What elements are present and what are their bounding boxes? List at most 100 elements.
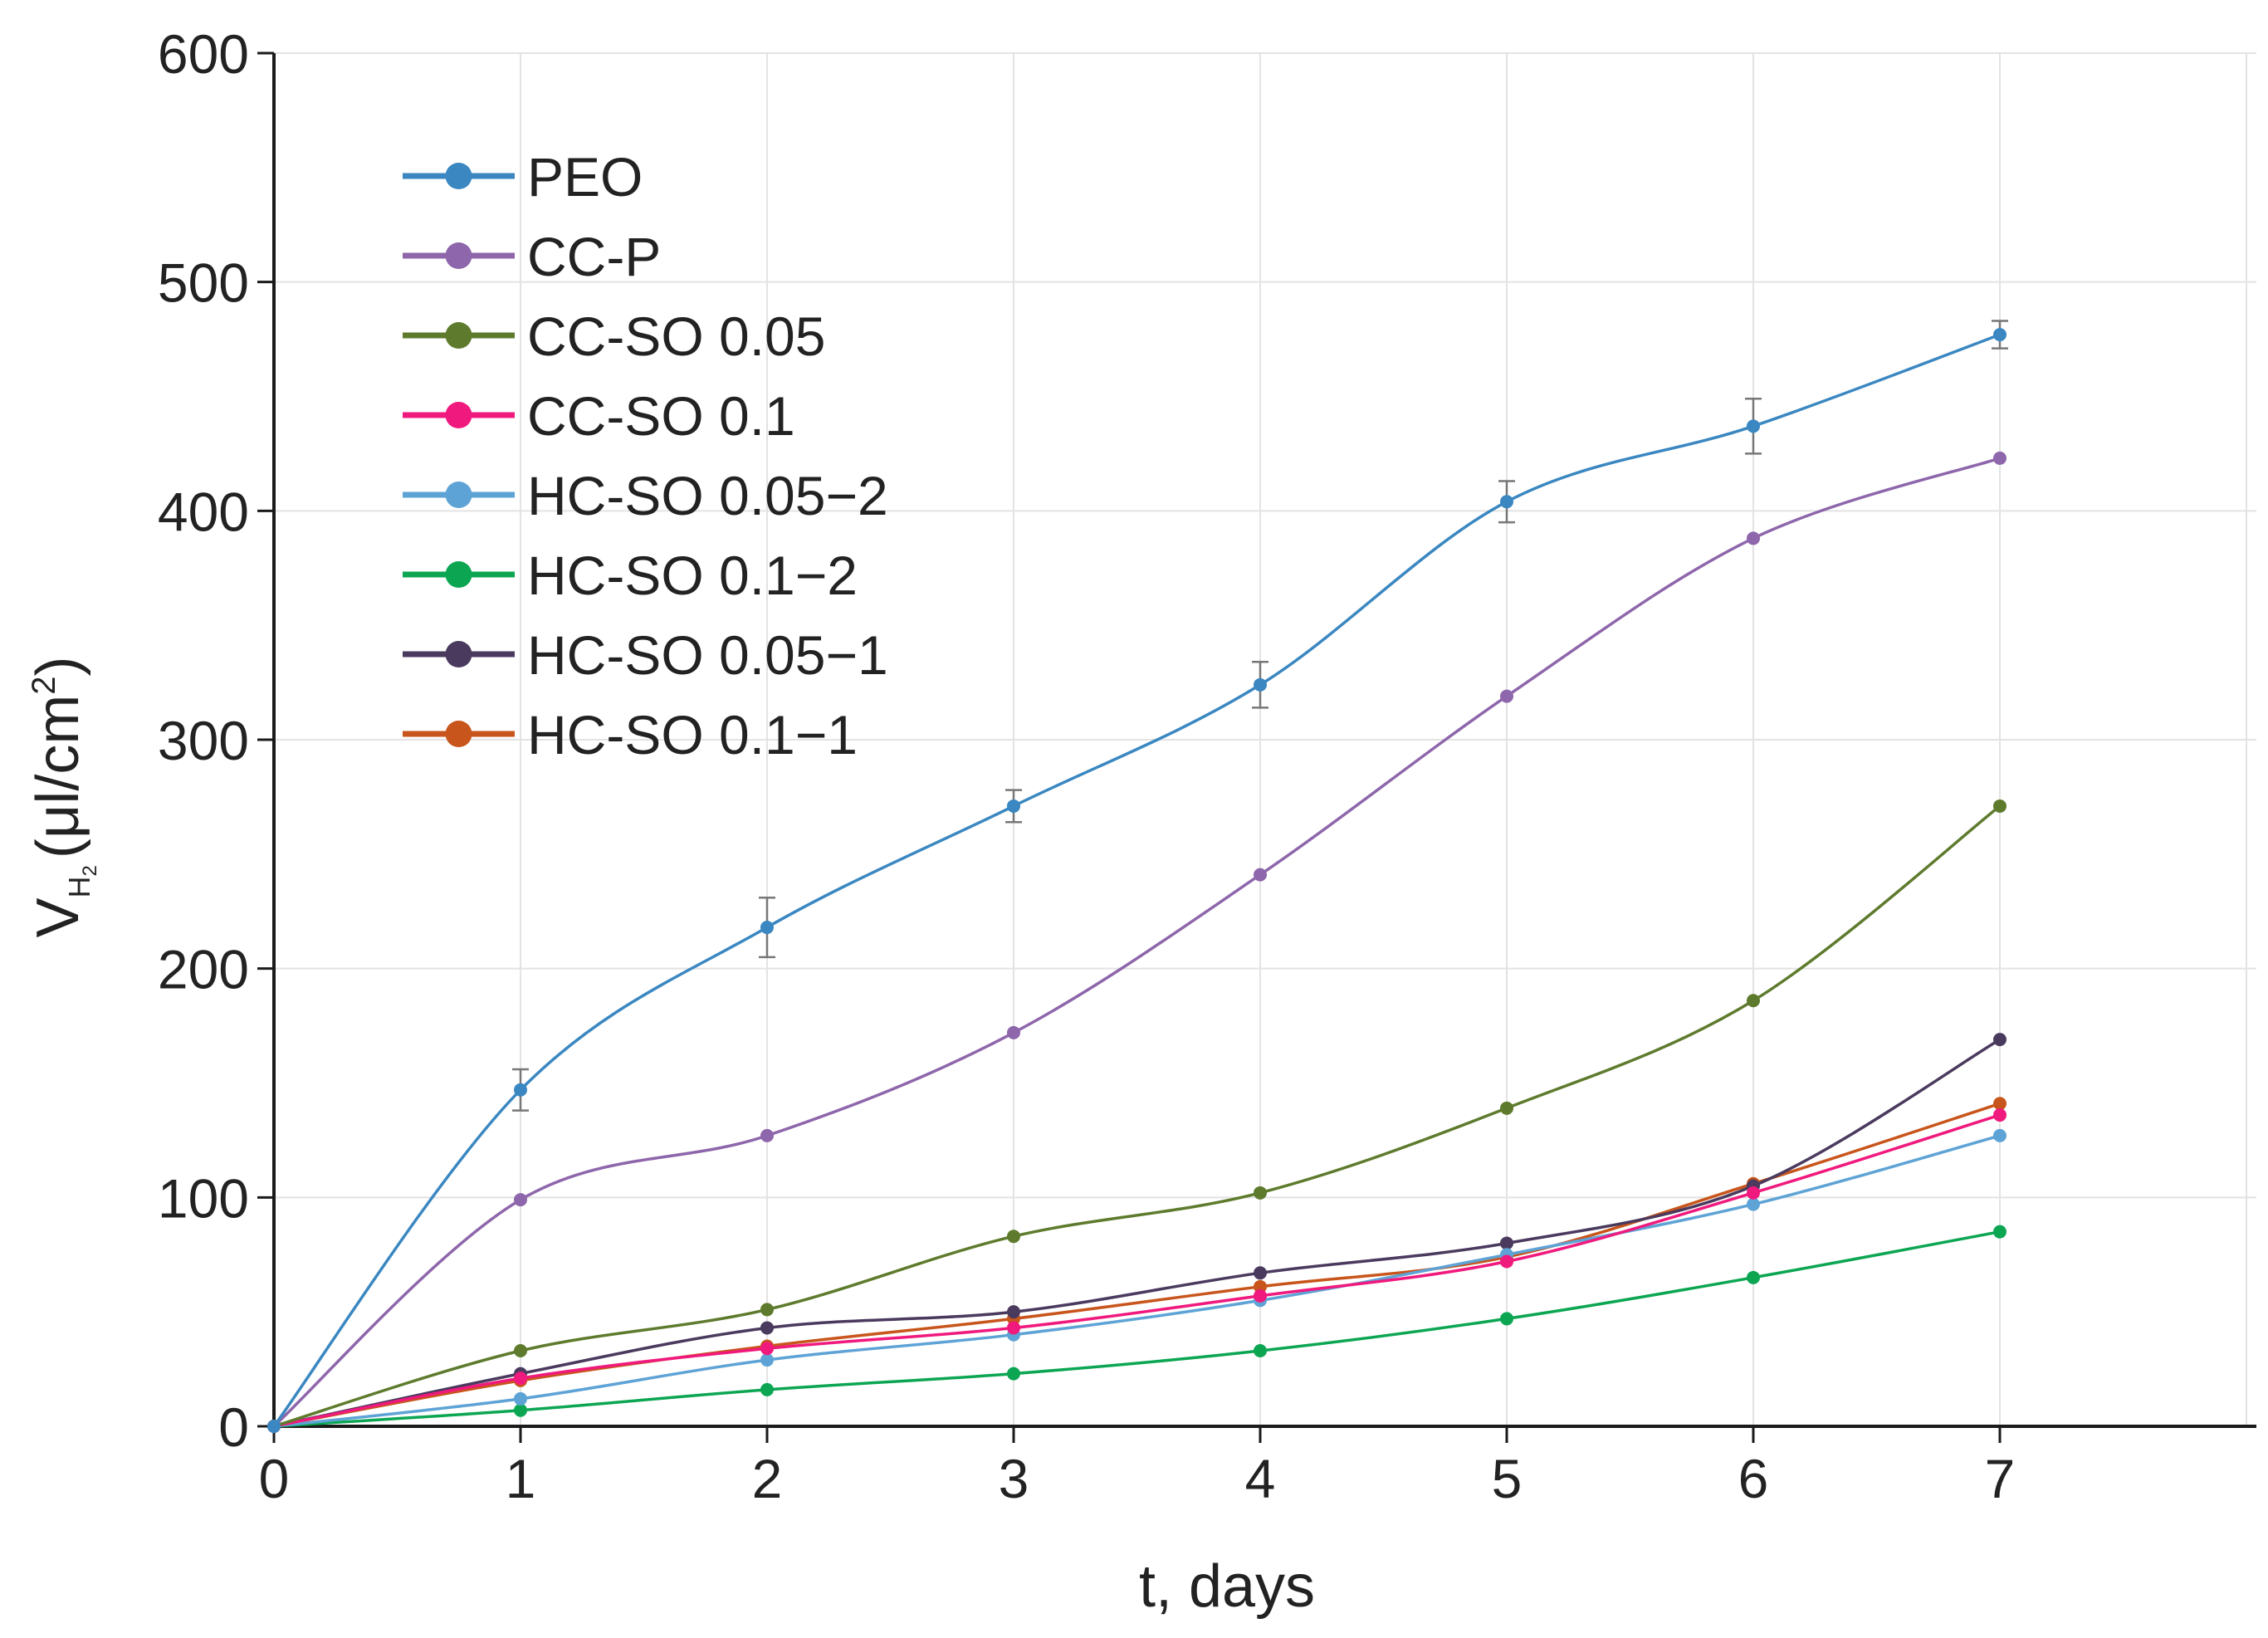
data-point <box>1993 1108 2006 1122</box>
x-tick-label: 6 <box>1738 1448 1769 1509</box>
data-point <box>760 1303 774 1317</box>
series-line <box>273 1113 2001 1428</box>
data-point <box>1007 1305 1020 1319</box>
y-axis-title-sub: H <box>62 877 96 898</box>
y-tick-label: 600 <box>158 23 249 85</box>
x-tick-label: 4 <box>1245 1448 1276 1509</box>
data-point <box>1254 1266 1267 1280</box>
y-tick-label: 400 <box>158 481 249 542</box>
data-point <box>760 1128 774 1142</box>
legend-label: HC-SO 0.05−1 <box>527 624 888 686</box>
axes <box>257 51 2256 1443</box>
data-point <box>1254 677 1267 692</box>
x-tick-label: 0 <box>259 1448 290 1509</box>
y-axis-title-unit-sup: 2 <box>26 676 62 694</box>
data-point <box>1254 1186 1267 1200</box>
data-point <box>1007 799 1020 813</box>
data-point <box>514 1372 527 1386</box>
data-point <box>1500 1236 1513 1250</box>
y-axis-title-unit-open: (μl/cm <box>25 695 91 858</box>
data-point <box>1993 799 2006 813</box>
data-point <box>1007 1025 1020 1039</box>
legend-swatch-marker <box>445 163 472 189</box>
y-tick-label: 200 <box>158 939 249 1000</box>
series-4 <box>267 1128 2006 1433</box>
data-point <box>514 1403 527 1417</box>
y-axis-title: VH2(μl/cm2) <box>25 656 101 937</box>
legend-item-6: HC-SO 0.05−1 <box>403 624 888 686</box>
legend-swatch-marker <box>445 482 472 508</box>
data-point <box>1993 328 2006 342</box>
data-point <box>267 1420 281 1433</box>
data-point <box>1500 495 1513 509</box>
legend-label: HC-SO 0.05−2 <box>527 465 888 526</box>
legend-swatch-marker <box>445 641 472 667</box>
y-tick-label: 300 <box>158 710 249 771</box>
data-point <box>1007 1230 1020 1244</box>
series-line <box>273 1230 2001 1428</box>
data-point <box>514 1193 527 1207</box>
data-point <box>1500 1101 1513 1115</box>
legend-swatch-marker <box>445 561 472 588</box>
data-point <box>514 1391 527 1406</box>
x-tick-label: 3 <box>999 1448 1029 1509</box>
data-point <box>760 1321 774 1335</box>
legend-item-4: HC-SO 0.05−2 <box>403 465 888 526</box>
svg-text:VH2(μl/cm2): VH2(μl/cm2) <box>25 656 101 937</box>
y-axis-title-unit-close: ) <box>25 656 91 676</box>
legend-item-1: CC-P <box>403 226 661 287</box>
data-point <box>1254 1344 1267 1358</box>
data-point <box>1007 1367 1020 1381</box>
data-point <box>1747 531 1760 545</box>
y-axis-title-subsub: 2 <box>79 865 101 876</box>
legend-swatch-marker <box>445 322 472 349</box>
x-tick-label: 5 <box>1492 1448 1523 1509</box>
y-tick-label: 500 <box>158 252 249 314</box>
series-5 <box>267 1225 2006 1433</box>
data-point <box>1500 1254 1513 1269</box>
data-point <box>514 1083 527 1097</box>
x-axis-title: t, days <box>1139 1553 1315 1620</box>
data-point <box>1747 419 1760 433</box>
legend-swatch-marker <box>445 242 472 269</box>
grid <box>274 52 2256 1426</box>
data-point <box>1254 1288 1267 1303</box>
data-point <box>1993 1097 2006 1111</box>
series-line <box>273 1038 2001 1428</box>
legend: PEO CC-P CC-SO 0.05 CC-SO 0.1 HC-SO 0.05−2 HC… <box>403 146 888 765</box>
data-point <box>1254 1279 1267 1293</box>
data-point <box>1747 994 1760 1008</box>
legend-label: HC-SO 0.1−1 <box>527 704 858 765</box>
data-point <box>760 1342 774 1356</box>
data-point <box>1747 1197 1760 1211</box>
series-line <box>273 804 2002 1428</box>
data-point <box>760 1382 774 1396</box>
data-point <box>1500 689 1513 703</box>
series-lines <box>267 320 2008 1433</box>
legend-item-5: HC-SO 0.1−2 <box>403 545 858 606</box>
data-point <box>1007 1321 1020 1335</box>
legend-item-2: CC-SO 0.05 <box>403 306 825 367</box>
data-point <box>1993 451 2006 465</box>
legend-label: HC-SO 0.1−2 <box>527 545 858 606</box>
y-tick-label: 100 <box>158 1167 249 1229</box>
y-axis-title-prefix: V <box>25 898 91 938</box>
data-point <box>760 921 774 935</box>
legend-item-3: CC-SO 0.1 <box>403 385 795 447</box>
data-point <box>1993 1033 2006 1047</box>
legend-label: CC-P <box>527 226 661 287</box>
legend-item-0: PEO <box>403 146 643 208</box>
legend-item-7: HC-SO 0.1−1 <box>403 704 858 765</box>
series-3 <box>267 1108 2006 1433</box>
data-point <box>1993 1128 2006 1142</box>
series-line <box>273 1134 2001 1428</box>
data-point <box>1993 1225 2006 1239</box>
y-tick-label: 0 <box>218 1396 249 1458</box>
legend-label: PEO <box>527 146 643 208</box>
x-tick-label: 7 <box>1985 1448 2016 1509</box>
series-line <box>272 457 2001 1428</box>
data-point <box>1747 1186 1760 1200</box>
